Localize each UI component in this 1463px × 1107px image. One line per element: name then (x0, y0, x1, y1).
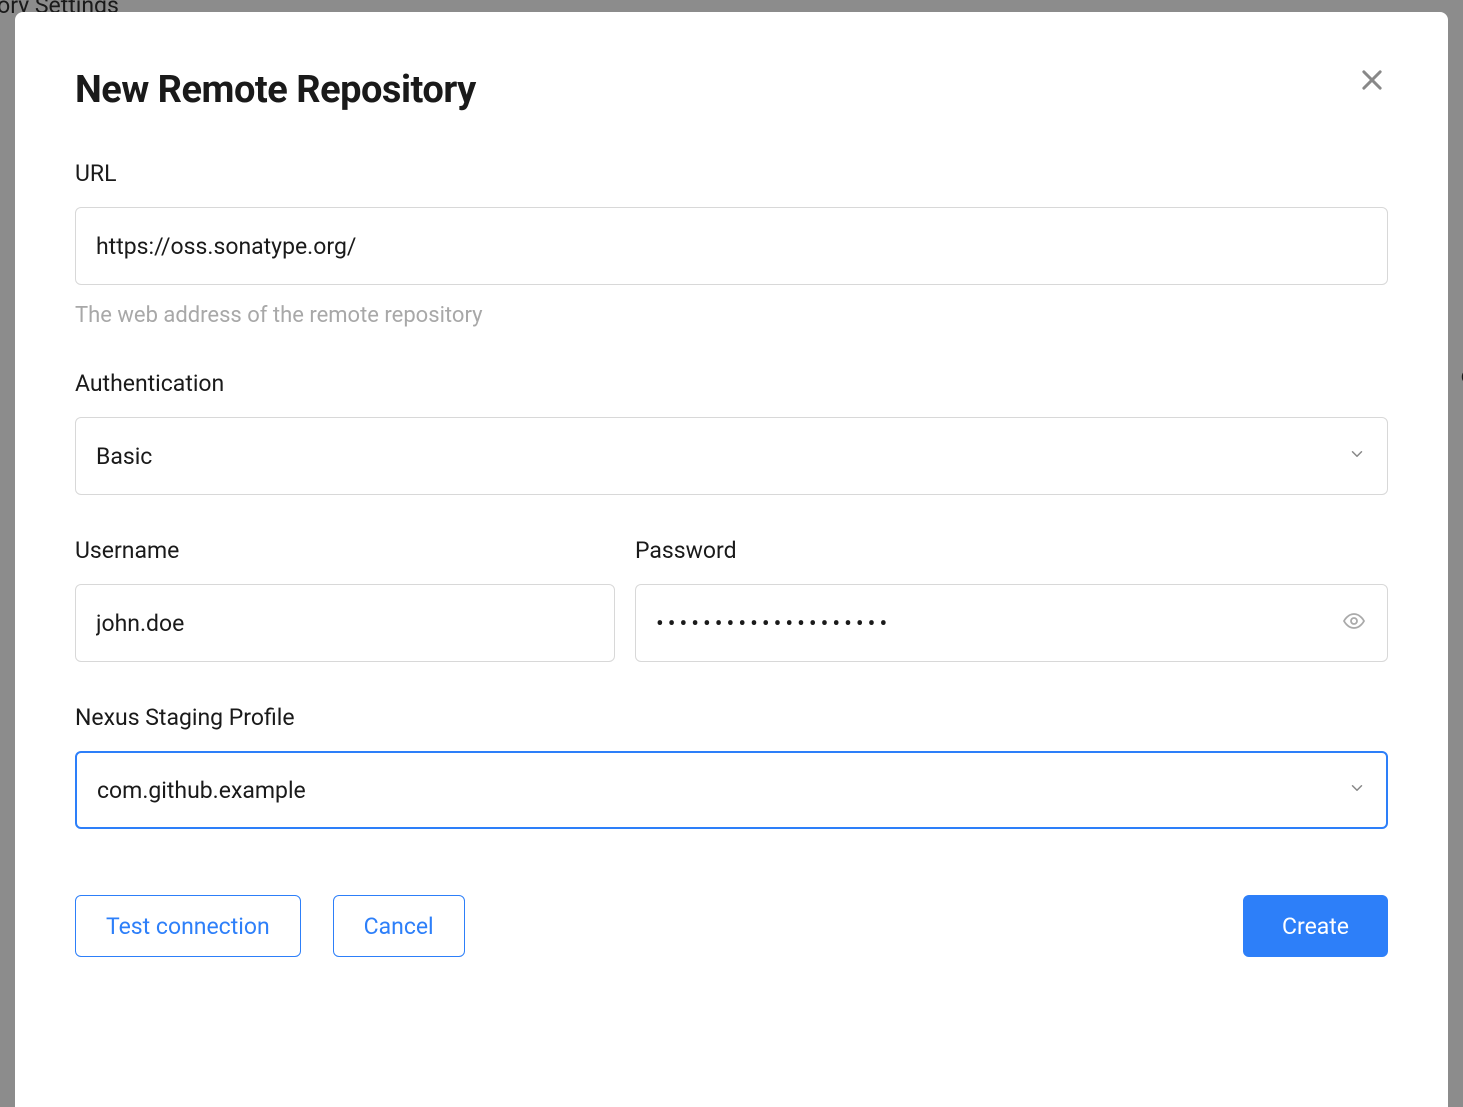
username-label: Username (75, 537, 615, 564)
password-label: Password (635, 537, 1388, 564)
auth-select-value: Basic (96, 443, 152, 470)
credentials-row: Username Password (75, 537, 1388, 662)
eye-icon (1342, 609, 1366, 633)
modal-header: New Remote Repository (75, 68, 1388, 112)
close-icon (1358, 66, 1386, 94)
modal-title: New Remote Repository (75, 68, 476, 112)
test-connection-button[interactable]: Test connection (75, 895, 301, 957)
auth-select-wrap: Basic (75, 417, 1388, 495)
username-input[interactable] (75, 584, 615, 662)
url-field-group: URL The web address of the remote reposi… (75, 160, 1388, 328)
url-help-text: The web address of the remote repository (75, 303, 1388, 328)
username-field-group: Username (75, 537, 615, 662)
cancel-button[interactable]: Cancel (333, 895, 465, 957)
create-button[interactable]: Create (1243, 895, 1388, 957)
auth-label: Authentication (75, 370, 1388, 397)
profile-field-group: Nexus Staging Profile com.github.example (75, 704, 1388, 829)
profile-select-value: com.github.example (97, 777, 306, 804)
auth-select[interactable]: Basic (75, 417, 1388, 495)
button-row: Test connection Cancel Create (75, 895, 1388, 957)
profile-select[interactable]: com.github.example (75, 751, 1388, 829)
password-input[interactable] (635, 584, 1388, 662)
password-wrap (635, 584, 1388, 662)
close-button[interactable] (1356, 64, 1388, 96)
profile-label: Nexus Staging Profile (75, 704, 1388, 731)
auth-field-group: Authentication Basic (75, 370, 1388, 495)
password-field-group: Password (635, 537, 1388, 662)
url-input[interactable] (75, 207, 1388, 285)
url-label: URL (75, 160, 1388, 187)
new-remote-repository-modal: New Remote Repository URL The web addres… (15, 12, 1448, 1107)
toggle-password-visibility[interactable] (1342, 609, 1366, 637)
profile-select-wrap: com.github.example (75, 751, 1388, 829)
